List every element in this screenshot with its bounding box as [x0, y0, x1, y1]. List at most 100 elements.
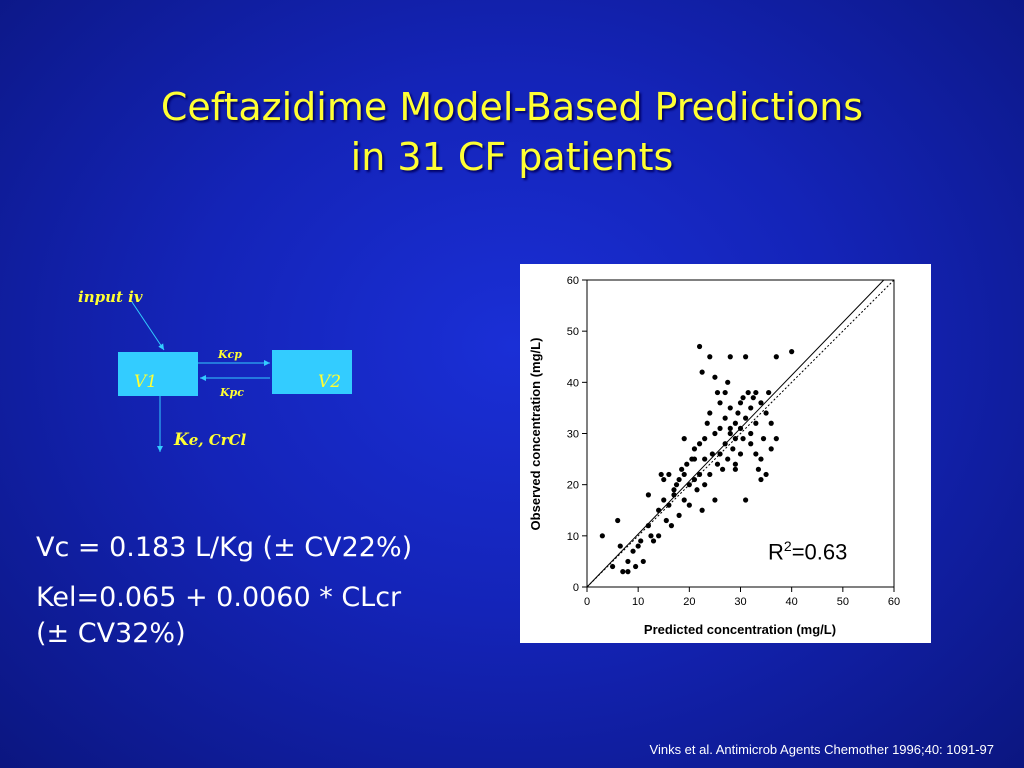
data-point: [735, 410, 741, 416]
x-tick-label: 60: [888, 596, 900, 608]
r-squared-annotation: R2=0.63: [768, 538, 847, 565]
title-line-1: Ceftazidime Model-Based Predictions: [160, 85, 864, 129]
x-tick-label: 20: [683, 596, 695, 608]
y-tick-label: 30: [567, 429, 579, 441]
data-point: [727, 405, 733, 411]
input-arrow: [131, 301, 165, 351]
data-point: [740, 395, 746, 401]
model-equations: Vc = 0.183 L/Kg (± CV22%) Kel=0.065 + 0.…: [36, 530, 412, 666]
data-point: [773, 354, 779, 360]
data-point: [691, 476, 698, 483]
regression-line: [586, 279, 885, 588]
data-point: [676, 512, 682, 518]
y-tick-label: 20: [567, 480, 579, 492]
data-point: [648, 533, 654, 539]
data-point: [753, 420, 759, 426]
r-squared-r: R: [768, 539, 784, 565]
data-point: [617, 543, 623, 549]
data-point: [725, 379, 731, 385]
compartment-diagram: input iv V1 V2 Kcp Kpc Ke, CrCl: [60, 280, 380, 470]
data-point: [717, 425, 723, 431]
data-point: [696, 441, 703, 447]
data-point: [681, 471, 687, 478]
data-point: [722, 441, 728, 447]
data-point: [671, 492, 677, 498]
kcp-label: Kcp: [218, 348, 242, 361]
data-point: [727, 430, 733, 437]
y-tick-label: 10: [567, 531, 579, 543]
data-point: [717, 451, 723, 457]
elimination-rest: e, CrCl: [188, 431, 247, 449]
data-point: [717, 400, 723, 406]
data-point: [668, 523, 675, 529]
data-point: [727, 425, 733, 431]
data-point: [681, 497, 687, 503]
input-label: input iv: [78, 288, 143, 306]
data-point: [743, 415, 749, 421]
scatter-chart: 0 10 20 30 40 50 60 0 10 20 30 40 50 60 Predicted con…: [528, 275, 900, 637]
data-point: [679, 466, 685, 472]
kel-line-1: Kel=0.065 + 0.0060 * CLcr: [36, 582, 402, 613]
data-point: [696, 343, 703, 350]
data-point: [740, 436, 746, 442]
elimination-label: Ke, CrCl: [174, 430, 246, 450]
kel-equation: Kel=0.065 + 0.0060 * CLcr (± CV32%): [36, 580, 412, 652]
data-point: [722, 389, 728, 396]
data-point: [722, 415, 728, 421]
data-point: [681, 436, 687, 442]
y-axis-label: Observed concentration (mg/L): [528, 338, 543, 531]
data-point: [709, 451, 715, 457]
data-point: [702, 482, 708, 488]
data-point: [743, 354, 749, 360]
data-point: [702, 456, 708, 462]
citation: Vinks et al. Antimicrob Agents Chemother…: [649, 742, 994, 757]
data-point: [702, 436, 708, 442]
data-point: [704, 420, 710, 426]
x-tick-label: 50: [837, 596, 849, 608]
vc-equation: Vc = 0.183 L/Kg (± CV22%): [36, 532, 413, 563]
y-tick-label: 0: [573, 582, 579, 594]
kel-line-2: (± CV32%): [36, 618, 186, 649]
data-point: [719, 466, 726, 472]
data-point: [656, 507, 662, 513]
data-point: [666, 471, 672, 478]
data-point: [599, 533, 605, 539]
data-point: [748, 441, 754, 447]
data-point: [650, 538, 657, 544]
y-tick-label: 60: [567, 275, 579, 287]
r-squared-value: =0.63: [791, 539, 848, 565]
data-point: [725, 456, 731, 462]
x-tick-label: 0: [584, 596, 590, 608]
x-tick-label: 10: [632, 596, 644, 608]
data-point: [661, 476, 667, 483]
x-axis-label: Predicted concentration (mg/L): [644, 622, 836, 637]
data-point: [714, 461, 721, 467]
data-point: [748, 405, 754, 411]
data-point: [755, 466, 762, 472]
data-point: [737, 425, 744, 431]
data-point: [768, 446, 774, 452]
data-point: [615, 517, 621, 524]
data-point: [676, 476, 682, 483]
compartment-v1-label: V1: [134, 372, 158, 392]
diagram-arrows: [131, 301, 270, 452]
data-point: [663, 517, 669, 524]
data-point: [745, 389, 751, 396]
data-point: [763, 410, 769, 416]
slide-title: Ceftazidime Model-Based Predictions in 3…: [0, 82, 1024, 182]
data-point: [758, 400, 764, 406]
data-point: [748, 430, 754, 437]
data-point: [656, 533, 662, 539]
data-point: [766, 389, 772, 396]
data-point: [696, 471, 703, 478]
data-point: [712, 430, 718, 437]
kpc-label: Kpc: [220, 386, 244, 399]
data-point: [691, 446, 698, 452]
data-point: [635, 543, 641, 549]
elimination-k: K: [174, 430, 189, 450]
data-point: [694, 487, 700, 493]
data-point: [730, 446, 736, 452]
scatter-chart-panel: 0 10 20 30 40 50 60 0 10 20 30 40 50 60 Predicted con…: [520, 264, 931, 643]
data-point: [686, 482, 692, 488]
data-point: [658, 471, 664, 478]
